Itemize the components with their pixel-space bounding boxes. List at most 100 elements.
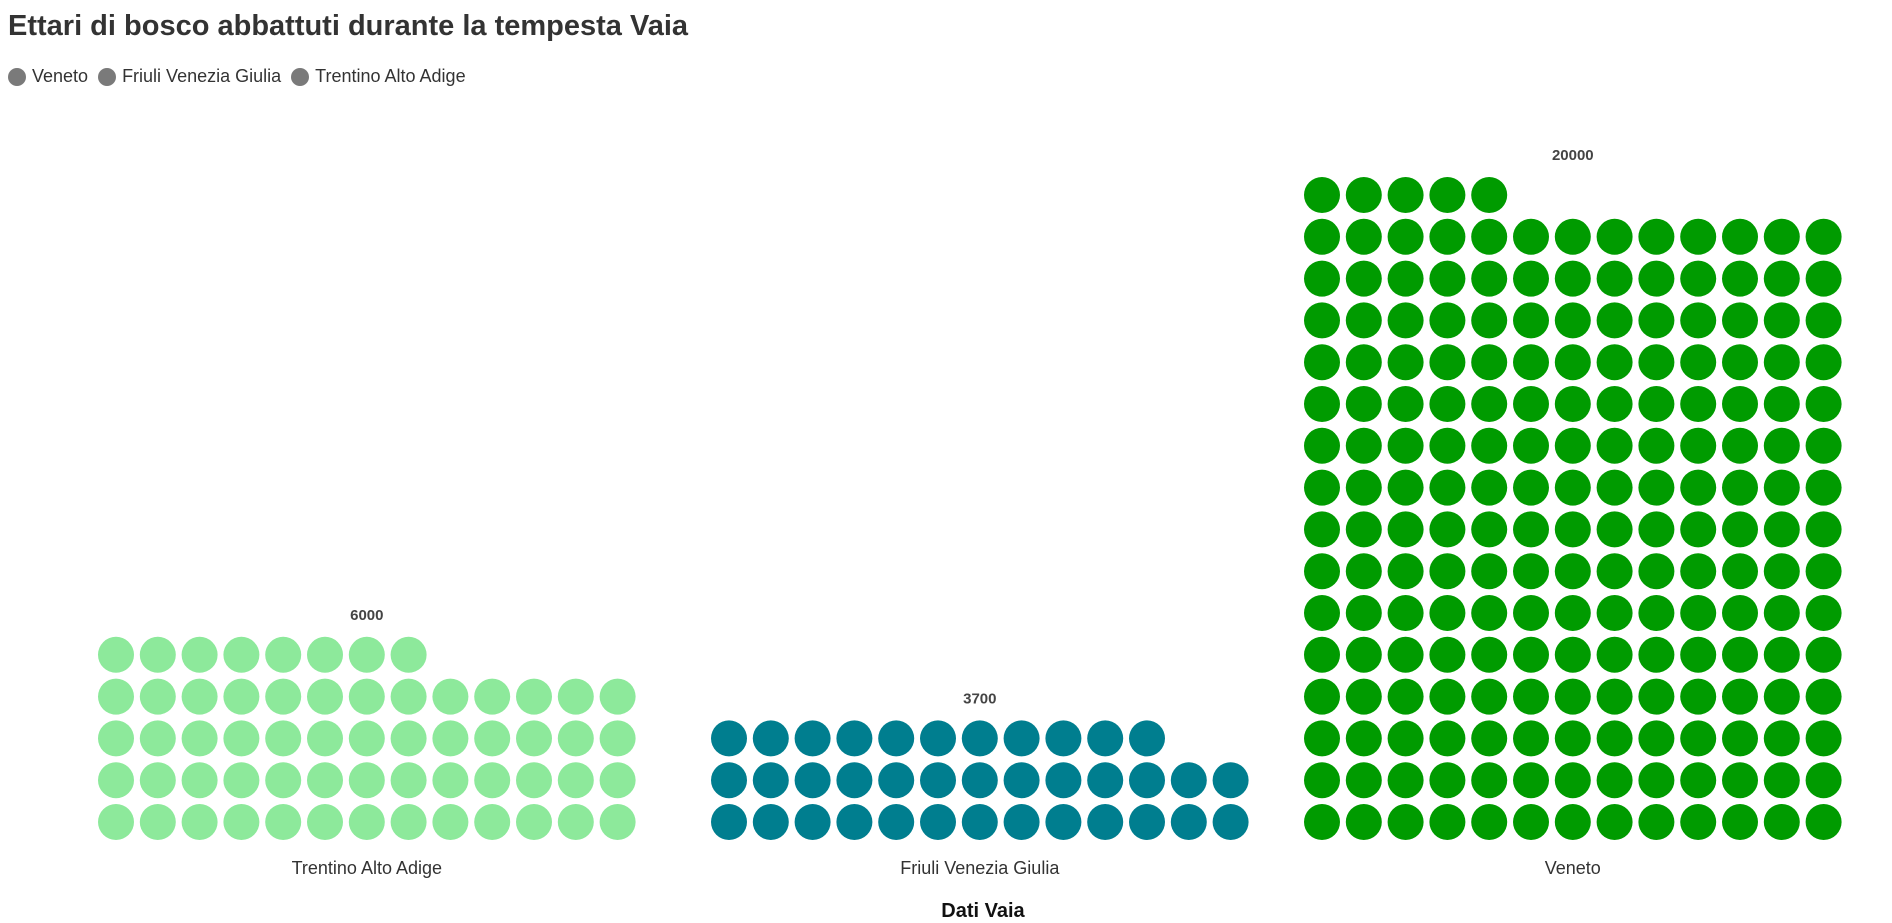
waffle-dot[interactable]	[1345, 804, 1382, 840]
waffle-dot[interactable]	[432, 804, 469, 840]
waffle-dot[interactable]	[1513, 427, 1549, 464]
waffle-dot[interactable]	[1304, 636, 1340, 673]
waffle-dot[interactable]	[348, 720, 385, 757]
waffle-dot[interactable]	[1471, 386, 1508, 422]
waffle-dot[interactable]	[1387, 720, 1424, 757]
waffle-dot[interactable]	[1638, 218, 1675, 255]
waffle-dot[interactable]	[390, 720, 427, 757]
waffle-dot[interactable]	[1471, 678, 1508, 715]
waffle-dot[interactable]	[223, 762, 260, 799]
waffle-dot[interactable]	[1345, 762, 1382, 799]
waffle-dot[interactable]	[1429, 469, 1466, 506]
waffle-dot[interactable]	[1345, 678, 1382, 715]
waffle-dot[interactable]	[1722, 386, 1758, 422]
waffle-dot[interactable]	[98, 804, 134, 840]
waffle-dot[interactable]	[1763, 762, 1800, 799]
waffle-dot[interactable]	[1429, 302, 1466, 339]
waffle-dot[interactable]	[1680, 302, 1717, 339]
waffle-dot[interactable]	[1304, 720, 1340, 757]
waffle-dot[interactable]	[1554, 636, 1591, 673]
waffle-dot[interactable]	[1596, 720, 1633, 757]
waffle-dot[interactable]	[1170, 762, 1207, 799]
waffle-dot[interactable]	[1471, 302, 1508, 339]
waffle-dot[interactable]	[139, 636, 176, 673]
waffle-dot[interactable]	[1429, 511, 1466, 548]
waffle-dot[interactable]	[1722, 218, 1758, 255]
waffle-dot[interactable]	[390, 804, 427, 840]
waffle-dot[interactable]	[1471, 636, 1508, 673]
waffle-dot[interactable]	[1045, 804, 1082, 840]
waffle-dot[interactable]	[1554, 595, 1591, 631]
waffle-dot[interactable]	[1513, 636, 1549, 673]
waffle-dot[interactable]	[1805, 218, 1842, 255]
waffle-dot[interactable]	[348, 804, 385, 840]
waffle-dot[interactable]	[390, 762, 427, 799]
waffle-dot[interactable]	[1471, 762, 1508, 799]
waffle-dot[interactable]	[1471, 804, 1508, 840]
waffle-dot[interactable]	[1513, 302, 1549, 339]
waffle-dot[interactable]	[1429, 386, 1466, 422]
waffle-dot[interactable]	[223, 636, 260, 673]
waffle-dot[interactable]	[1471, 260, 1508, 297]
waffle-dot[interactable]	[1387, 177, 1424, 213]
waffle-dot[interactable]	[1387, 678, 1424, 715]
waffle-dot[interactable]	[920, 720, 956, 757]
waffle-dot[interactable]	[1345, 553, 1382, 590]
waffle-dot[interactable]	[1554, 302, 1591, 339]
waffle-dot[interactable]	[474, 804, 511, 840]
waffle-dot[interactable]	[1554, 720, 1591, 757]
waffle-dot[interactable]	[1554, 427, 1591, 464]
waffle-dot[interactable]	[348, 678, 385, 715]
waffle-dot[interactable]	[1513, 553, 1549, 590]
waffle-dot[interactable]	[1554, 762, 1591, 799]
waffle-dot[interactable]	[1345, 595, 1382, 631]
waffle-dot[interactable]	[1304, 553, 1340, 590]
waffle-dot[interactable]	[1429, 762, 1466, 799]
waffle-dot[interactable]	[1722, 469, 1758, 506]
legend-item-friuli[interactable]: Friuli Venezia Giulia	[98, 66, 281, 87]
waffle-dot[interactable]	[1387, 344, 1424, 381]
waffle-dot[interactable]	[599, 678, 636, 715]
waffle-dot[interactable]	[139, 720, 176, 757]
waffle-dot[interactable]	[1304, 302, 1340, 339]
waffle-dot[interactable]	[1805, 511, 1842, 548]
waffle-dot[interactable]	[1003, 720, 1040, 757]
waffle-dot[interactable]	[1638, 260, 1675, 297]
waffle-dot[interactable]	[432, 678, 469, 715]
waffle-dot[interactable]	[1596, 302, 1633, 339]
waffle-dot[interactable]	[599, 804, 636, 840]
waffle-dot[interactable]	[1763, 260, 1800, 297]
waffle-dot[interactable]	[1387, 260, 1424, 297]
waffle-dot[interactable]	[223, 804, 260, 840]
waffle-dot[interactable]	[1680, 427, 1717, 464]
waffle-dot[interactable]	[307, 720, 343, 757]
waffle-dot[interactable]	[1345, 720, 1382, 757]
waffle-dot[interactable]	[1638, 302, 1675, 339]
waffle-dot[interactable]	[1554, 511, 1591, 548]
waffle-dot[interactable]	[711, 720, 747, 757]
waffle-dot[interactable]	[1554, 804, 1591, 840]
waffle-dot[interactable]	[1387, 553, 1424, 590]
waffle-dot[interactable]	[1471, 595, 1508, 631]
waffle-dot[interactable]	[1680, 218, 1717, 255]
waffle-dot[interactable]	[1387, 762, 1424, 799]
waffle-dot[interactable]	[1387, 804, 1424, 840]
waffle-dot[interactable]	[1638, 511, 1675, 548]
waffle-dot[interactable]	[139, 678, 176, 715]
waffle-dot[interactable]	[307, 804, 343, 840]
waffle-dot[interactable]	[223, 720, 260, 757]
waffle-dot[interactable]	[1345, 636, 1382, 673]
waffle-dot[interactable]	[1554, 386, 1591, 422]
waffle-dot[interactable]	[1345, 511, 1382, 548]
waffle-dot[interactable]	[1513, 469, 1549, 506]
waffle-dot[interactable]	[711, 762, 747, 799]
waffle-dot[interactable]	[1722, 427, 1758, 464]
waffle-dot[interactable]	[1596, 762, 1633, 799]
waffle-dot[interactable]	[1345, 218, 1382, 255]
waffle-dot[interactable]	[1805, 302, 1842, 339]
waffle-dot[interactable]	[1471, 177, 1508, 213]
waffle-dot[interactable]	[1387, 511, 1424, 548]
waffle-dot[interactable]	[920, 804, 956, 840]
waffle-dot[interactable]	[1304, 427, 1340, 464]
waffle-dot[interactable]	[1345, 427, 1382, 464]
